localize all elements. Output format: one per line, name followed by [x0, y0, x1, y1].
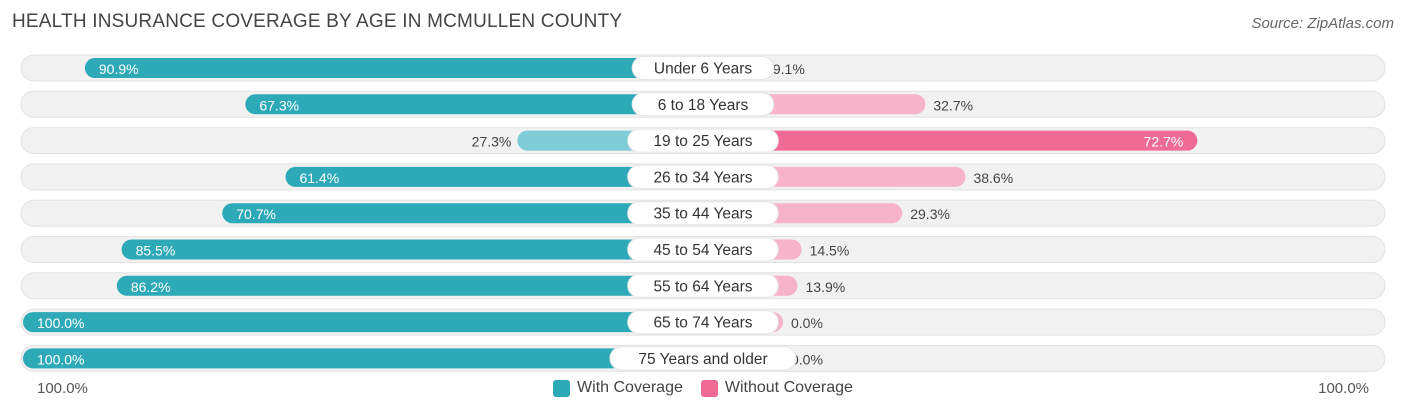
value-label-with-coverage-35-to-44-years: 70.7% — [236, 206, 276, 222]
category-pill-19-to-25-years — [627, 128, 779, 153]
legend-label-without-coverage: Without Coverage — [724, 379, 853, 396]
value-label-with-coverage-19-to-25-years: 27.3% — [472, 134, 512, 150]
value-label-with-coverage-26-to-34-years: 61.4% — [299, 170, 339, 186]
bar-with-coverage-75-years-and-older — [23, 348, 703, 369]
value-label-with-coverage-6-to-18-years: 67.3% — [259, 97, 299, 113]
legend-item-with-coverage: With Coverage — [553, 379, 683, 397]
category-pill-75-years-and-older — [609, 346, 797, 371]
value-label-without-coverage-26-to-34-years: 38.6% — [973, 170, 1013, 186]
category-pill-6-to-18-years — [631, 92, 775, 117]
bar-with-coverage-65-to-74-years — [23, 312, 703, 333]
value-label-with-coverage-75-years-and-older: 100.0% — [37, 351, 84, 367]
bar-with-coverage-6-to-18-years — [245, 94, 704, 115]
category-pill-65-to-74-years — [627, 310, 779, 335]
legend-swatch-with-coverage — [553, 379, 571, 397]
bar-without-coverage-19-to-25-years — [703, 130, 1198, 151]
chart-title: HEALTH INSURANCE COVERAGE BY AGE IN MCMU… — [12, 11, 623, 32]
category-label-65-to-74-years: 65 to 74 Years — [653, 315, 752, 332]
category-pill-35-to-44-years — [627, 201, 779, 226]
category-label-under-6-years: Under 6 Years — [654, 61, 752, 78]
value-label-with-coverage-45-to-54-years: 85.5% — [136, 243, 176, 259]
legend-label-with-coverage: With Coverage — [577, 379, 683, 396]
bar-with-coverage-45-to-54-years — [121, 239, 704, 260]
value-label-without-coverage-6-to-18-years: 32.7% — [933, 97, 973, 113]
category-label-26-to-34-years: 26 to 34 Years — [653, 169, 752, 186]
chart-area: 90.9% 9.1% Under 6 Years 67.3% 32.7% 6 to 18 … — [20, 54, 1386, 372]
category-label-55-to-64-years: 55 to 64 Years — [653, 278, 752, 295]
value-label-without-coverage-35-to-44-years: 29.3% — [910, 206, 950, 222]
bar-with-coverage-26-to-34-years — [285, 166, 703, 187]
category-label-19-to-25-years: 19 to 25 Years — [653, 133, 752, 150]
category-pill-26-to-34-years — [627, 164, 779, 189]
value-label-with-coverage-under-6-years: 90.9% — [99, 61, 139, 77]
bar-with-coverage-under-6-years — [84, 58, 703, 78]
category-label-6-to-18-years: 6 to 18 Years — [658, 97, 749, 114]
legend-item-without-coverage: Without Coverage — [700, 379, 853, 397]
category-pill-55-to-64-years — [627, 273, 779, 298]
value-label-without-coverage-under-6-years: 9.1% — [773, 61, 805, 77]
legend: With Coverage Without Coverage — [0, 379, 1406, 397]
category-pill-45-to-54-years — [627, 237, 779, 262]
category-label-35-to-44-years: 35 to 44 Years — [653, 206, 752, 223]
bar-with-coverage-35-to-44-years — [222, 203, 704, 224]
value-label-without-coverage-45-to-54-years: 14.5% — [810, 243, 850, 259]
category-label-75-years-and-older: 75 Years and older — [638, 351, 767, 368]
category-label-45-to-54-years: 45 to 54 Years — [653, 242, 752, 259]
value-label-with-coverage-65-to-74-years: 100.0% — [37, 315, 84, 331]
value-label-without-coverage-19-to-25-years: 72.7% — [1144, 134, 1184, 150]
value-label-without-coverage-75-years-and-older: 0.0% — [791, 351, 823, 367]
category-pill-under-6-years — [631, 56, 775, 80]
bar-with-coverage-55-to-64-years — [116, 275, 704, 296]
value-label-without-coverage-65-to-74-years: 0.0% — [791, 315, 823, 331]
legend-swatch-without-coverage — [700, 379, 718, 397]
source-label: Source: ZipAtlas.com — [1251, 15, 1394, 32]
value-label-without-coverage-55-to-64-years: 13.9% — [806, 279, 846, 295]
axis-left-label: 100.0% — [37, 380, 88, 397]
axis-right-label: 100.0% — [1318, 380, 1369, 397]
value-label-with-coverage-55-to-64-years: 86.2% — [131, 279, 171, 295]
